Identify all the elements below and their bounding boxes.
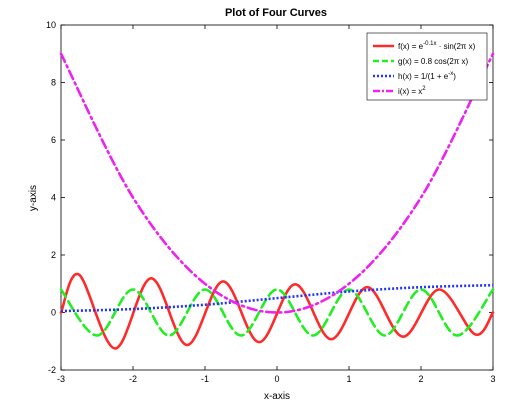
legend-box bbox=[366, 32, 488, 101]
legend-label: g(x) = 0.8 cos(2π x) bbox=[398, 57, 469, 66]
series-layer bbox=[59, 52, 495, 350]
x-tick-label: 0 bbox=[274, 374, 279, 384]
legend-superscript: -x bbox=[448, 71, 453, 77]
series-f-line bbox=[59, 272, 495, 350]
x-tick-label: -1 bbox=[201, 374, 209, 384]
legend-entry-h: h(x) = 1/(1 + e-x) bbox=[398, 71, 456, 81]
y-tick-label: 10 bbox=[46, 20, 56, 30]
x-tick-label: 3 bbox=[490, 374, 495, 384]
legend-entry-g: g(x) = 0.8 cos(2π x) bbox=[398, 57, 469, 66]
y-tick-label: -2 bbox=[48, 365, 56, 375]
legend-superscript: 2 bbox=[422, 86, 426, 92]
y-tick-label: 4 bbox=[51, 193, 56, 203]
legend-label: i(x) = x bbox=[398, 87, 422, 96]
x-axis-label: x-axis bbox=[264, 391, 290, 402]
legend-label: f(x) = e bbox=[398, 42, 424, 51]
legend-entry-i: i(x) = x2 bbox=[398, 86, 426, 96]
x-tick-label: -3 bbox=[57, 374, 65, 384]
series-i-line bbox=[59, 52, 495, 314]
legend-entry-f: f(x) = e-0.1x · sin(2π x) bbox=[398, 41, 476, 51]
x-tick-label: 1 bbox=[346, 374, 351, 384]
x-tick-label: 2 bbox=[418, 374, 423, 384]
legend-label-tail: ) bbox=[453, 72, 456, 81]
x-tick-label: -2 bbox=[129, 374, 137, 384]
legend: f(x) = e-0.1x · sin(2π x) g(x) = 0.8 cos(… bbox=[366, 32, 488, 101]
y-tick-label: 0 bbox=[51, 308, 56, 318]
y-tick-label: 2 bbox=[51, 250, 56, 260]
legend-label-tail: · sin(2π x) bbox=[436, 42, 475, 51]
chart-title: Plot of Four Curves bbox=[225, 7, 327, 19]
y-axis-label: y-axis bbox=[28, 185, 39, 211]
y-tick-label: 6 bbox=[51, 135, 56, 145]
legend-label: h(x) = 1/(1 + e bbox=[398, 72, 449, 81]
y-tick-label: 8 bbox=[51, 78, 56, 88]
legend-superscript: -0.1x bbox=[423, 41, 436, 47]
